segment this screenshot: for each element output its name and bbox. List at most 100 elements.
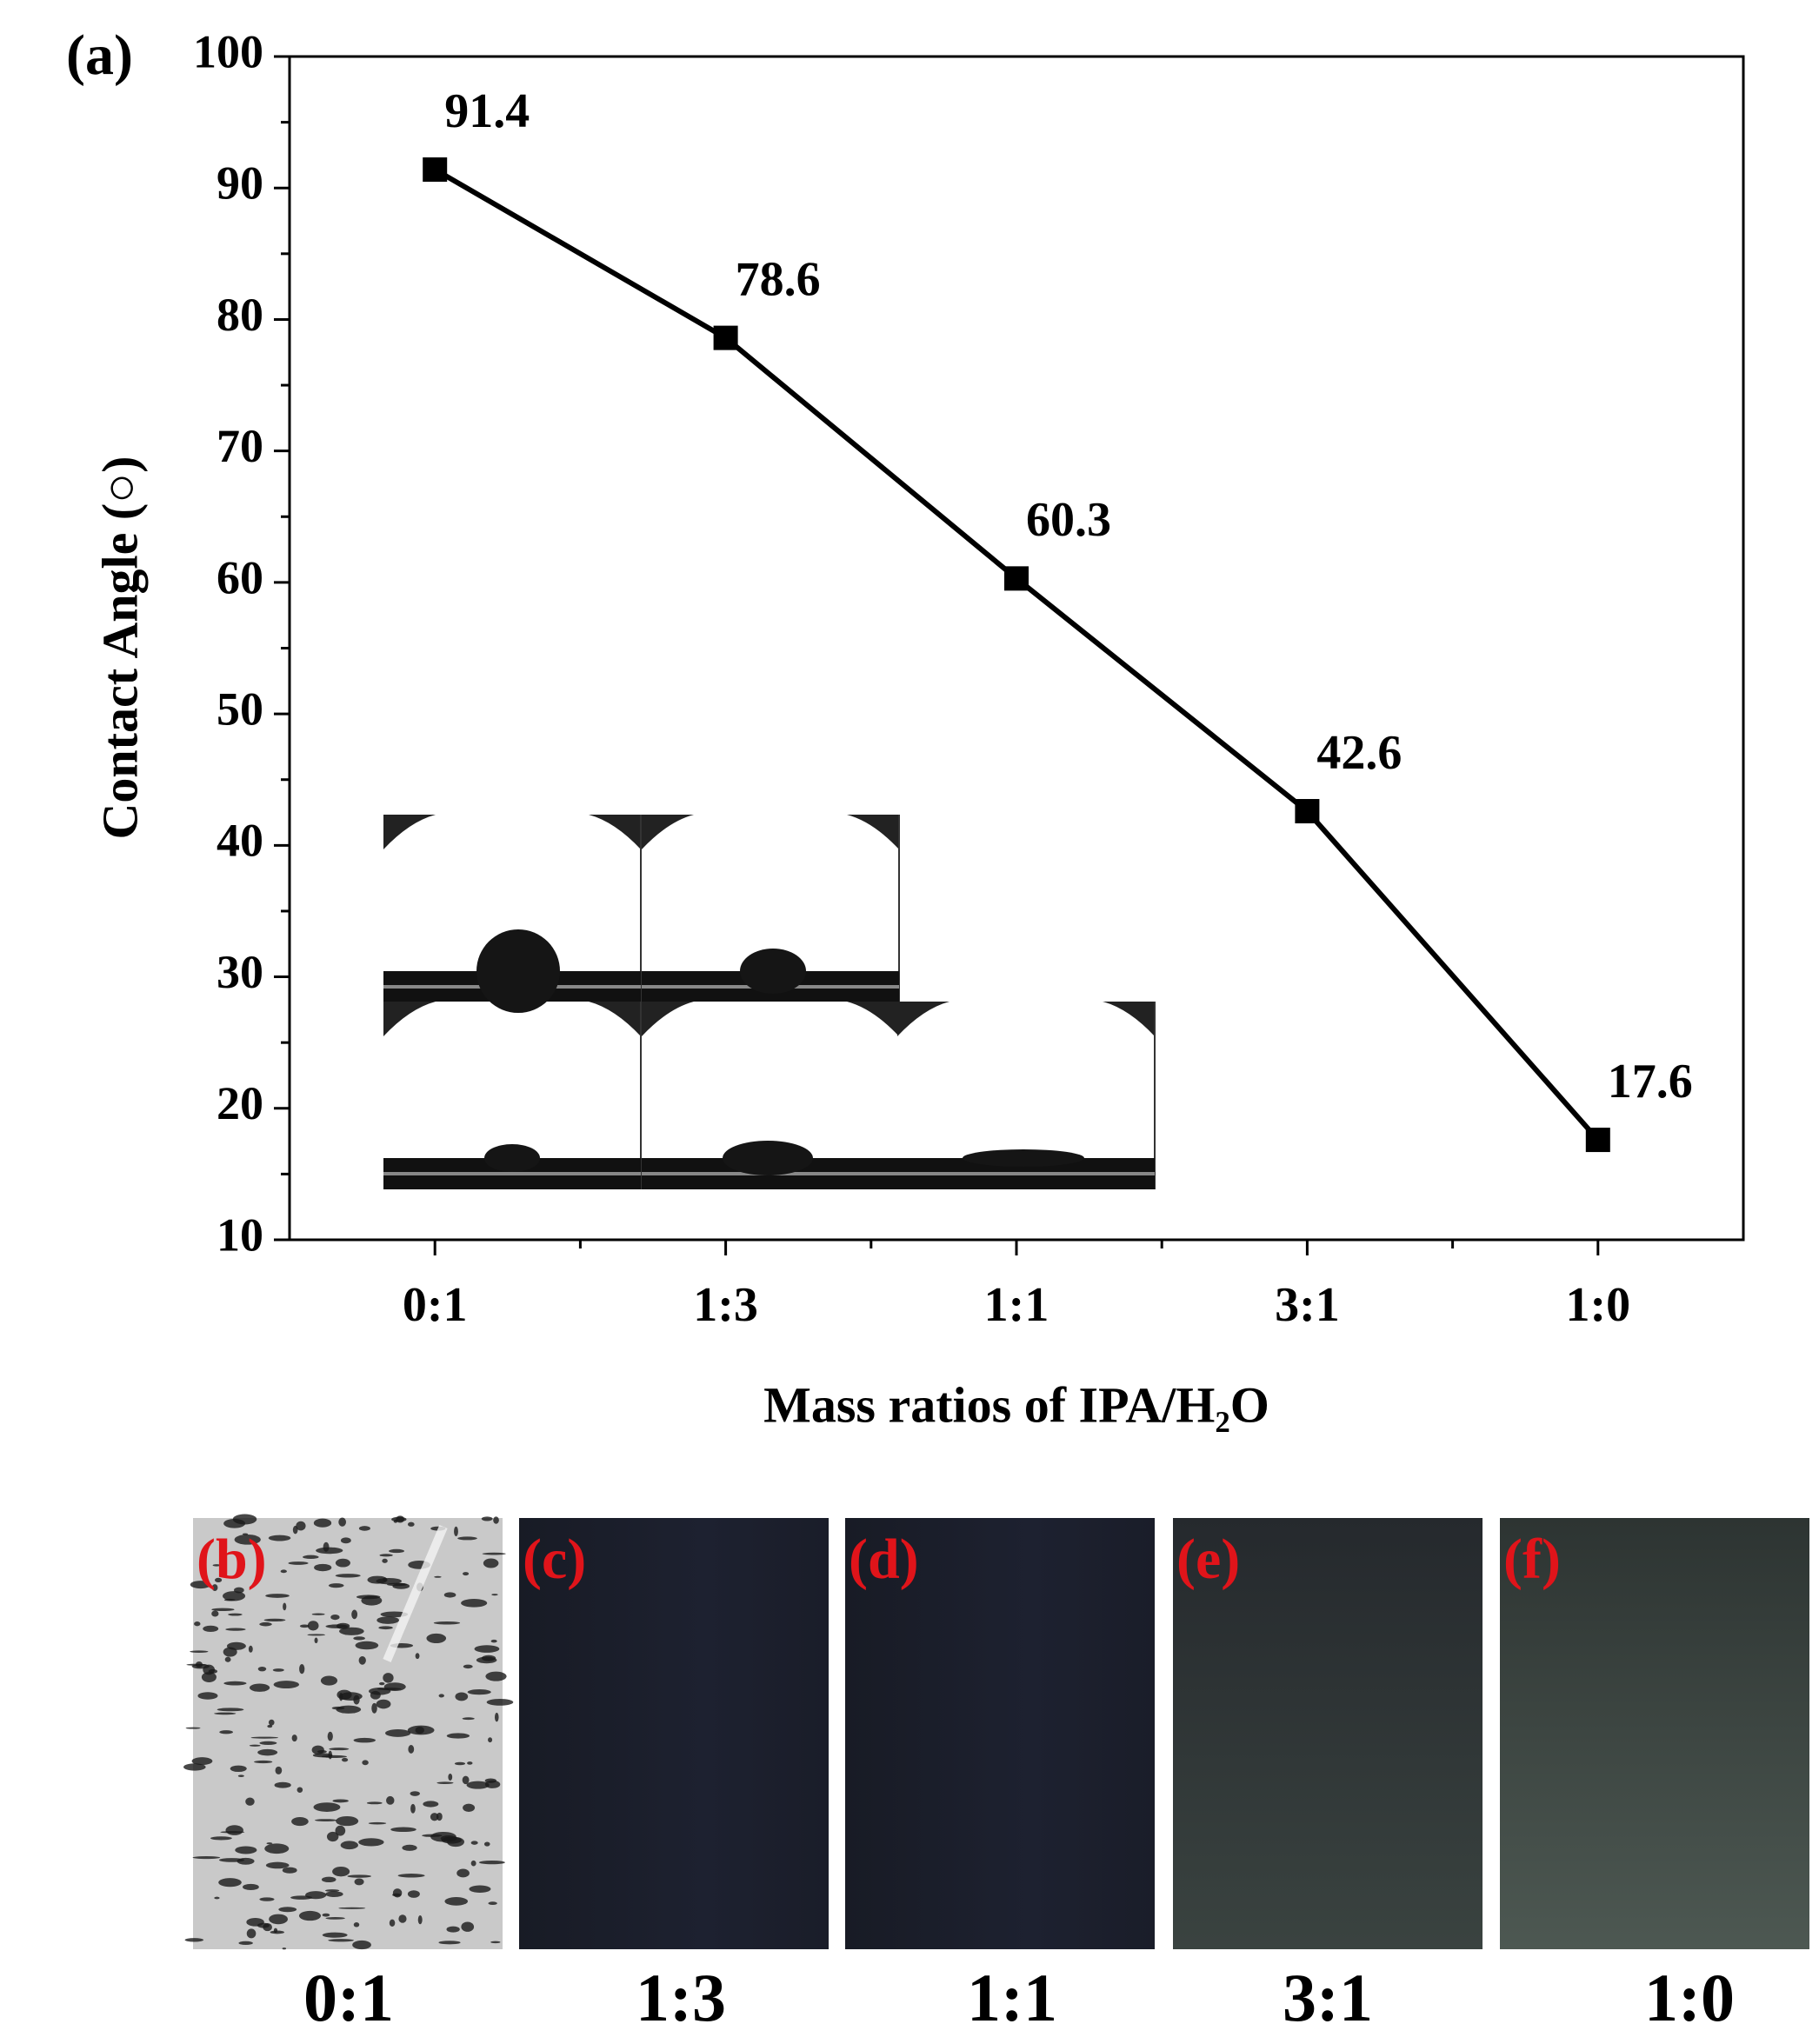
photo-speck: [338, 1517, 347, 1527]
inset-images: [383, 815, 1156, 1189]
photo-speck: [389, 1548, 405, 1554]
photo-speck: [297, 1787, 303, 1793]
photo-speck: [237, 1857, 255, 1865]
photo-speck: [384, 1729, 411, 1737]
photo-speck: [224, 1656, 231, 1662]
photo-speck: [328, 1583, 344, 1588]
photo-speck: [491, 1594, 498, 1596]
inset-droplet: [484, 1144, 540, 1172]
photo-speck: [311, 1745, 324, 1754]
photo-speck: [311, 1613, 325, 1615]
data-label: 78.6: [736, 252, 821, 306]
x-tick-label: 1:0: [1565, 1278, 1630, 1332]
photo-caption: 0:1: [303, 1960, 394, 2035]
photo-speck: [314, 1637, 318, 1644]
photo-speck: [243, 1883, 259, 1891]
photo-speck: [257, 1748, 278, 1756]
photo-speck: [493, 1516, 499, 1524]
photo-speck: [230, 1765, 247, 1773]
photo-speck: [402, 1844, 417, 1851]
inset-corner: [847, 815, 899, 849]
photo-speck: [321, 1754, 348, 1758]
photo-speck: [223, 1591, 246, 1601]
data-label: 91.4: [444, 84, 530, 138]
photo-speck: [248, 1645, 253, 1653]
photo-speck: [273, 1681, 300, 1689]
photo-speck: [476, 1656, 497, 1664]
photo-speck: [218, 1878, 242, 1888]
photo-speck: [438, 1941, 461, 1945]
photo-caption: 3:1: [1283, 1960, 1373, 2035]
photo-speck: [361, 1595, 383, 1606]
inset-substrate-shine: [897, 1172, 1155, 1175]
photo-speck: [249, 1683, 270, 1692]
inset-droplet: [476, 929, 560, 1013]
photo-speck: [383, 1673, 394, 1683]
photo-speck: [225, 1628, 246, 1631]
photo-speck: [391, 1516, 407, 1522]
photo-speck: [211, 1584, 218, 1592]
photo-speck: [483, 1841, 490, 1847]
photo-speck: [225, 1825, 243, 1835]
photo-speck: [217, 1708, 244, 1712]
data-marker: [1004, 566, 1029, 591]
photo-speck: [340, 1537, 351, 1544]
photo-speck: [352, 1940, 371, 1950]
photo-speck: [325, 1917, 345, 1920]
photo-speck: [410, 1803, 416, 1814]
inset-corner: [589, 815, 641, 849]
photo-speck: [410, 1791, 420, 1796]
photo-speck: [444, 1897, 469, 1906]
photo-speck: [353, 1737, 376, 1743]
photo-speck: [250, 1736, 279, 1739]
x-tick-label: 0:1: [403, 1278, 468, 1332]
photo: [1173, 1518, 1483, 1949]
photo-speck: [466, 1781, 490, 1789]
photo-speck: [462, 1775, 470, 1785]
inset-corner: [383, 815, 436, 849]
photo-speck: [185, 1727, 201, 1729]
photo-speck: [376, 1616, 399, 1624]
y-tick-label: 70: [217, 420, 263, 472]
data-marker: [1295, 799, 1320, 824]
photo-speck: [339, 1627, 364, 1635]
photo-speck: [390, 1827, 416, 1833]
photo-speck: [463, 1803, 476, 1813]
photo-speck: [245, 1797, 255, 1806]
photo-speck: [259, 1621, 272, 1627]
photo-speck: [426, 1633, 447, 1644]
photo-speck: [467, 1689, 491, 1695]
photo-speck: [407, 1521, 415, 1527]
photo-speck: [246, 1917, 264, 1927]
photo-speck: [303, 1555, 319, 1560]
photo: [193, 1518, 503, 1949]
photo-speck: [335, 1574, 361, 1578]
photo-speck: [223, 1681, 247, 1686]
photo-speck: [215, 1577, 223, 1582]
photo-speck: [323, 1541, 330, 1552]
photo-speck: [214, 1896, 220, 1900]
photo: [519, 1518, 829, 1949]
photo-speck: [415, 1653, 420, 1660]
photo-speck: [353, 1922, 360, 1927]
photo-speck: [456, 1868, 470, 1878]
photo-speck: [268, 1719, 275, 1726]
inset-corner: [383, 1002, 436, 1036]
photo-speck: [219, 1730, 234, 1734]
photo-speck: [254, 1760, 273, 1764]
photo-speck: [274, 1781, 291, 1788]
photo-speck: [313, 1518, 332, 1528]
photo-speck: [407, 1890, 420, 1898]
photo-speck: [469, 1885, 491, 1893]
photo-speck: [392, 1893, 402, 1897]
photo-speck: [320, 1675, 338, 1686]
photo-speck: [299, 1663, 305, 1674]
photo-speck: [259, 1741, 277, 1745]
photo-speck: [249, 1744, 261, 1747]
photo-speck: [242, 1533, 249, 1535]
photo-speck: [379, 1554, 393, 1557]
y-tick-label: 90: [217, 157, 263, 210]
photo-streak: [383, 1525, 448, 1662]
photo-speck: [210, 1836, 232, 1841]
